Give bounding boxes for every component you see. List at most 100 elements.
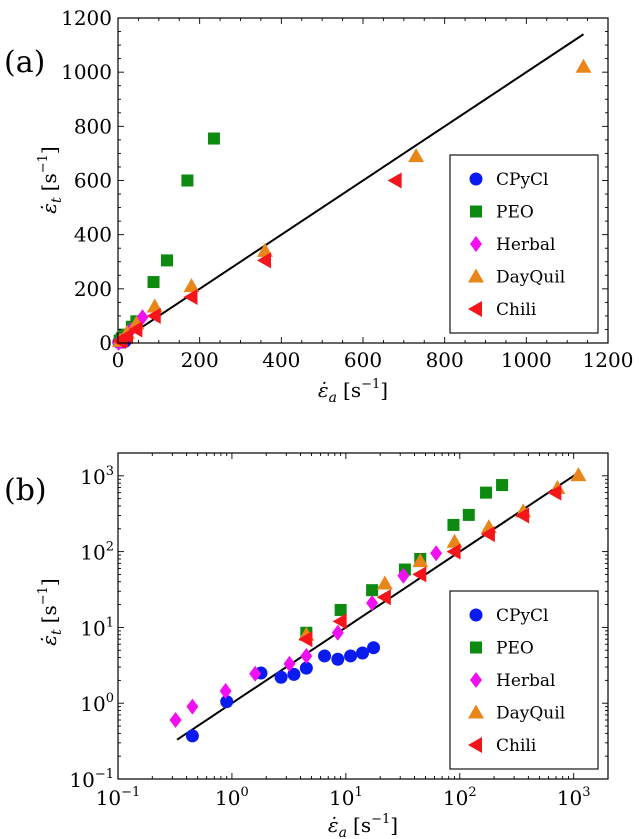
- x-tick-label: 10−1: [96, 785, 141, 810]
- x-tick-label: 600: [344, 348, 382, 372]
- dayquil-point: [376, 575, 393, 590]
- herbal-point: [300, 647, 313, 664]
- x-tick-label: 103: [557, 785, 591, 810]
- y-tick-label: 800: [74, 114, 112, 138]
- legend-herbal-marker: [470, 672, 482, 688]
- legend-cpycl-label: CPyCl: [496, 170, 549, 190]
- peo-point: [147, 276, 160, 289]
- panel-b: (b) 10−110−1 100 100 101 101 102 102 103 103 ε̇a…: [4, 452, 609, 839]
- chili-point: [128, 321, 143, 338]
- series-cpycl: [185, 641, 381, 743]
- cpycl-point: [367, 641, 381, 655]
- x-tick-label: 200: [181, 348, 219, 372]
- peo-point: [462, 508, 475, 521]
- chili-point: [480, 526, 495, 543]
- herbal-point: [397, 567, 410, 584]
- herbal-point: [430, 545, 443, 562]
- y-tick-label: 102: [80, 540, 114, 565]
- cpycl-point: [220, 695, 234, 709]
- dayquil-point: [446, 533, 463, 548]
- herbal-point: [186, 698, 199, 715]
- b-fit-line: [176, 471, 579, 741]
- herbal-point: [331, 624, 344, 641]
- chili-point: [387, 172, 402, 189]
- panel-b-y-axis-label: ε̇t[s−1]: [36, 578, 65, 645]
- herbal-point: [249, 665, 262, 682]
- y-tick-label: 200: [74, 277, 112, 301]
- peo-point: [334, 603, 347, 616]
- cpycl-point: [344, 649, 358, 663]
- legend-chili-marker: [468, 301, 482, 317]
- panel-a-y-axis-label: ε̇t[s−1]: [36, 146, 65, 213]
- panel-a-legend: CPyCl PEO Herbal DayQuil Chili: [449, 154, 599, 334]
- y-tick-label: 103: [80, 464, 114, 489]
- legend-peo-marker: [470, 205, 482, 218]
- peo-point: [161, 254, 173, 267]
- legend-cpycl-label: CPyCl: [496, 606, 549, 626]
- herbal-point: [219, 682, 232, 699]
- dayquil-point: [146, 298, 163, 313]
- legend-dayquil-marker: [468, 704, 484, 719]
- chili-point: [118, 328, 133, 345]
- series-chili: [298, 484, 562, 648]
- legend-peo-label: PEO: [496, 639, 534, 659]
- legend-chili-marker: [468, 737, 482, 753]
- panel-b-x-axis-label: ε̇a [s−1]: [328, 812, 398, 839]
- legend-herbal-label: Herbal: [496, 235, 555, 255]
- legend-chili-label: Chili: [496, 300, 537, 320]
- y-tick-label: 600: [74, 169, 112, 193]
- legend-dayquil-marker: [468, 268, 484, 283]
- x-tick-label: 800: [426, 348, 464, 372]
- chili-point: [332, 613, 347, 630]
- y-tick-label: 0: [99, 331, 112, 355]
- dayquil-point: [412, 553, 429, 568]
- peo-point: [447, 518, 460, 531]
- cpycl-point: [356, 646, 370, 660]
- legend-peo-marker: [470, 641, 482, 654]
- cpycl-point: [287, 667, 301, 681]
- cpycl-point: [274, 670, 288, 684]
- chili-point: [547, 484, 562, 501]
- y-tick-label: 1000: [61, 60, 112, 84]
- y-tick-label: 400: [74, 223, 112, 247]
- cpycl-point: [185, 729, 199, 743]
- dayquil-point: [575, 58, 592, 73]
- x-tick-label: 101: [329, 785, 363, 810]
- legend-chili-label: Chili: [496, 736, 537, 756]
- peo-point: [181, 174, 194, 187]
- chili-point: [298, 631, 313, 648]
- series-peo: [113, 132, 220, 347]
- cpycl-point: [299, 661, 313, 675]
- legend-dayquil-label: DayQuil: [496, 704, 565, 724]
- x-tick-label: 1200: [583, 348, 634, 372]
- series-herbal: [169, 545, 443, 729]
- legend-peo-label: PEO: [496, 203, 534, 223]
- dayquil-point: [408, 148, 425, 163]
- y-tick-label: 101: [80, 615, 114, 640]
- panel-a: (a) 00 200 200 400 400 600 600 800 800 1000 1000 12…: [4, 6, 633, 406]
- y-tick-label: 1200: [61, 6, 112, 30]
- chili-point: [515, 507, 530, 524]
- x-tick-label: 400: [262, 348, 300, 372]
- chili-point: [257, 252, 271, 269]
- chili-point: [183, 288, 198, 305]
- peo-point: [366, 584, 379, 597]
- legend-dayquil-label: DayQuil: [496, 268, 565, 288]
- peo-point: [496, 479, 509, 492]
- y-tick-label: 10−1: [69, 767, 114, 792]
- peo-point: [480, 486, 493, 499]
- cpycl-point: [331, 652, 345, 666]
- herbal-point: [366, 594, 379, 611]
- legend-herbal-label: Herbal: [496, 671, 555, 691]
- herbal-point: [169, 712, 182, 729]
- chili-point: [146, 307, 161, 324]
- x-tick-label: 102: [443, 785, 477, 810]
- x-tick-label: 100: [215, 785, 249, 810]
- x-tick-label: 1000: [501, 348, 552, 372]
- panel-a-label: (a): [4, 45, 45, 80]
- y-tick-label: 100: [80, 691, 114, 716]
- dayquil-point: [570, 467, 587, 482]
- dayquil-point: [257, 242, 273, 257]
- panel-b-frame: [117, 452, 609, 780]
